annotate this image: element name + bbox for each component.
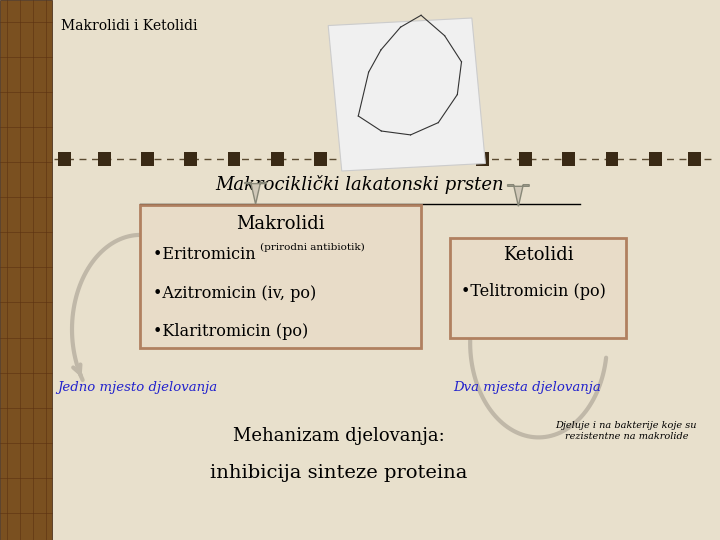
Text: (prirodni antibiotik): (prirodni antibiotik) — [260, 243, 364, 252]
Text: Makrolidi i Ketolidi: Makrolidi i Ketolidi — [61, 19, 198, 33]
Polygon shape — [508, 185, 529, 206]
FancyBboxPatch shape — [140, 205, 421, 348]
Bar — [58, 152, 71, 166]
Bar — [328, 18, 485, 171]
Bar — [141, 152, 154, 166]
Text: •Klaritromicin (po): •Klaritromicin (po) — [153, 323, 309, 340]
Bar — [271, 152, 284, 166]
Text: •Telitromicin (po): •Telitromicin (po) — [461, 284, 606, 300]
Bar — [688, 152, 701, 166]
Bar — [184, 152, 197, 166]
Text: Jedno mjesto djelovanja: Jedno mjesto djelovanja — [58, 381, 217, 394]
Bar — [562, 152, 575, 166]
Text: Ketolidi: Ketolidi — [503, 246, 574, 264]
Polygon shape — [245, 183, 266, 204]
Bar — [228, 152, 240, 166]
Bar — [476, 152, 489, 166]
Bar — [314, 152, 327, 166]
Bar — [0, 0, 52, 540]
FancyBboxPatch shape — [450, 238, 626, 338]
Text: inhibicija sinteze proteina: inhibicija sinteze proteina — [210, 464, 467, 482]
Text: Makrociklički lakatonski prsten: Makrociklički lakatonski prsten — [216, 176, 504, 194]
Bar — [98, 152, 111, 166]
Bar — [606, 152, 618, 166]
Text: Makrolidi: Makrolidi — [236, 215, 325, 233]
Bar — [649, 152, 662, 166]
Text: Mehanizam djelovanja:: Mehanizam djelovanja: — [233, 427, 444, 444]
Text: Dva mjesta djelovanja: Dva mjesta djelovanja — [454, 381, 601, 394]
Text: Djeluje i na bakterije koje su
rezistentne na makrolide: Djeluje i na bakterije koje su rezistent… — [556, 421, 697, 441]
Bar — [519, 152, 532, 166]
Text: •Eritromicin: •Eritromicin — [153, 246, 261, 262]
Text: •Azitromicin (iv, po): •Azitromicin (iv, po) — [153, 285, 317, 301]
